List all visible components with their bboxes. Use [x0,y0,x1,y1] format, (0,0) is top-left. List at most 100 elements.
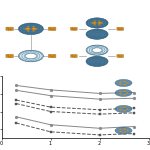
Circle shape [48,29,51,31]
Circle shape [25,53,36,59]
Circle shape [119,56,122,58]
Circle shape [119,27,122,28]
Circle shape [123,110,126,111]
Circle shape [121,55,124,57]
Circle shape [32,28,36,30]
Circle shape [51,55,54,57]
Circle shape [92,22,96,24]
Circle shape [18,23,43,35]
Circle shape [73,29,75,30]
Circle shape [53,56,56,58]
Circle shape [117,27,119,28]
Circle shape [70,27,73,28]
Circle shape [119,29,122,30]
Circle shape [119,93,122,94]
Circle shape [11,56,14,58]
Circle shape [117,54,119,56]
Circle shape [48,28,51,30]
Circle shape [92,22,93,23]
Circle shape [86,29,108,39]
Circle shape [92,48,102,52]
Circle shape [123,132,126,133]
Circle shape [75,55,77,57]
Circle shape [70,29,73,30]
Circle shape [27,30,29,32]
Circle shape [51,28,54,30]
Circle shape [117,55,119,57]
Circle shape [119,55,122,57]
Circle shape [48,56,51,58]
Circle shape [26,28,30,30]
Circle shape [126,82,129,84]
Circle shape [25,28,27,29]
Circle shape [70,55,73,57]
Circle shape [75,28,77,29]
Circle shape [119,28,122,29]
Circle shape [117,56,119,58]
Circle shape [119,131,122,132]
Circle shape [119,91,122,92]
Circle shape [126,108,129,110]
Circle shape [6,27,9,28]
Circle shape [119,107,122,109]
Circle shape [123,91,126,92]
Circle shape [48,54,51,56]
Circle shape [75,29,77,30]
Circle shape [51,56,54,58]
Circle shape [11,28,14,30]
Circle shape [123,107,126,108]
Circle shape [119,83,122,84]
Circle shape [70,28,73,29]
Circle shape [6,56,9,58]
Circle shape [70,54,73,56]
Circle shape [32,30,35,32]
Circle shape [86,18,108,28]
Circle shape [6,55,9,57]
Circle shape [51,27,54,28]
Circle shape [94,24,96,25]
Circle shape [117,29,119,30]
Circle shape [123,94,126,95]
Circle shape [8,55,11,57]
Circle shape [121,28,124,29]
Circle shape [18,50,43,62]
Circle shape [35,28,37,29]
Circle shape [53,29,56,31]
Circle shape [53,54,56,56]
Circle shape [8,56,11,58]
Circle shape [115,127,132,134]
Circle shape [121,29,124,30]
Circle shape [94,21,96,22]
Circle shape [32,26,35,27]
Circle shape [115,89,132,96]
Circle shape [86,45,108,55]
Circle shape [73,28,75,29]
Circle shape [119,109,122,110]
Circle shape [73,55,75,57]
Circle shape [73,56,75,58]
Circle shape [70,56,73,58]
Circle shape [98,21,100,22]
Circle shape [11,55,14,57]
Circle shape [6,28,9,30]
Circle shape [11,27,14,28]
Circle shape [117,28,119,29]
Circle shape [119,129,122,130]
Circle shape [98,24,100,25]
Circle shape [11,29,14,31]
Circle shape [123,129,126,130]
Circle shape [121,54,124,56]
Circle shape [75,54,77,56]
Circle shape [126,130,129,131]
Circle shape [73,27,75,28]
Circle shape [75,56,77,58]
Circle shape [121,56,124,58]
Circle shape [119,81,122,83]
Circle shape [123,81,126,82]
Circle shape [86,56,108,66]
Circle shape [48,27,51,28]
Circle shape [11,54,14,56]
Circle shape [98,22,102,24]
Circle shape [73,54,75,56]
Circle shape [115,79,132,87]
